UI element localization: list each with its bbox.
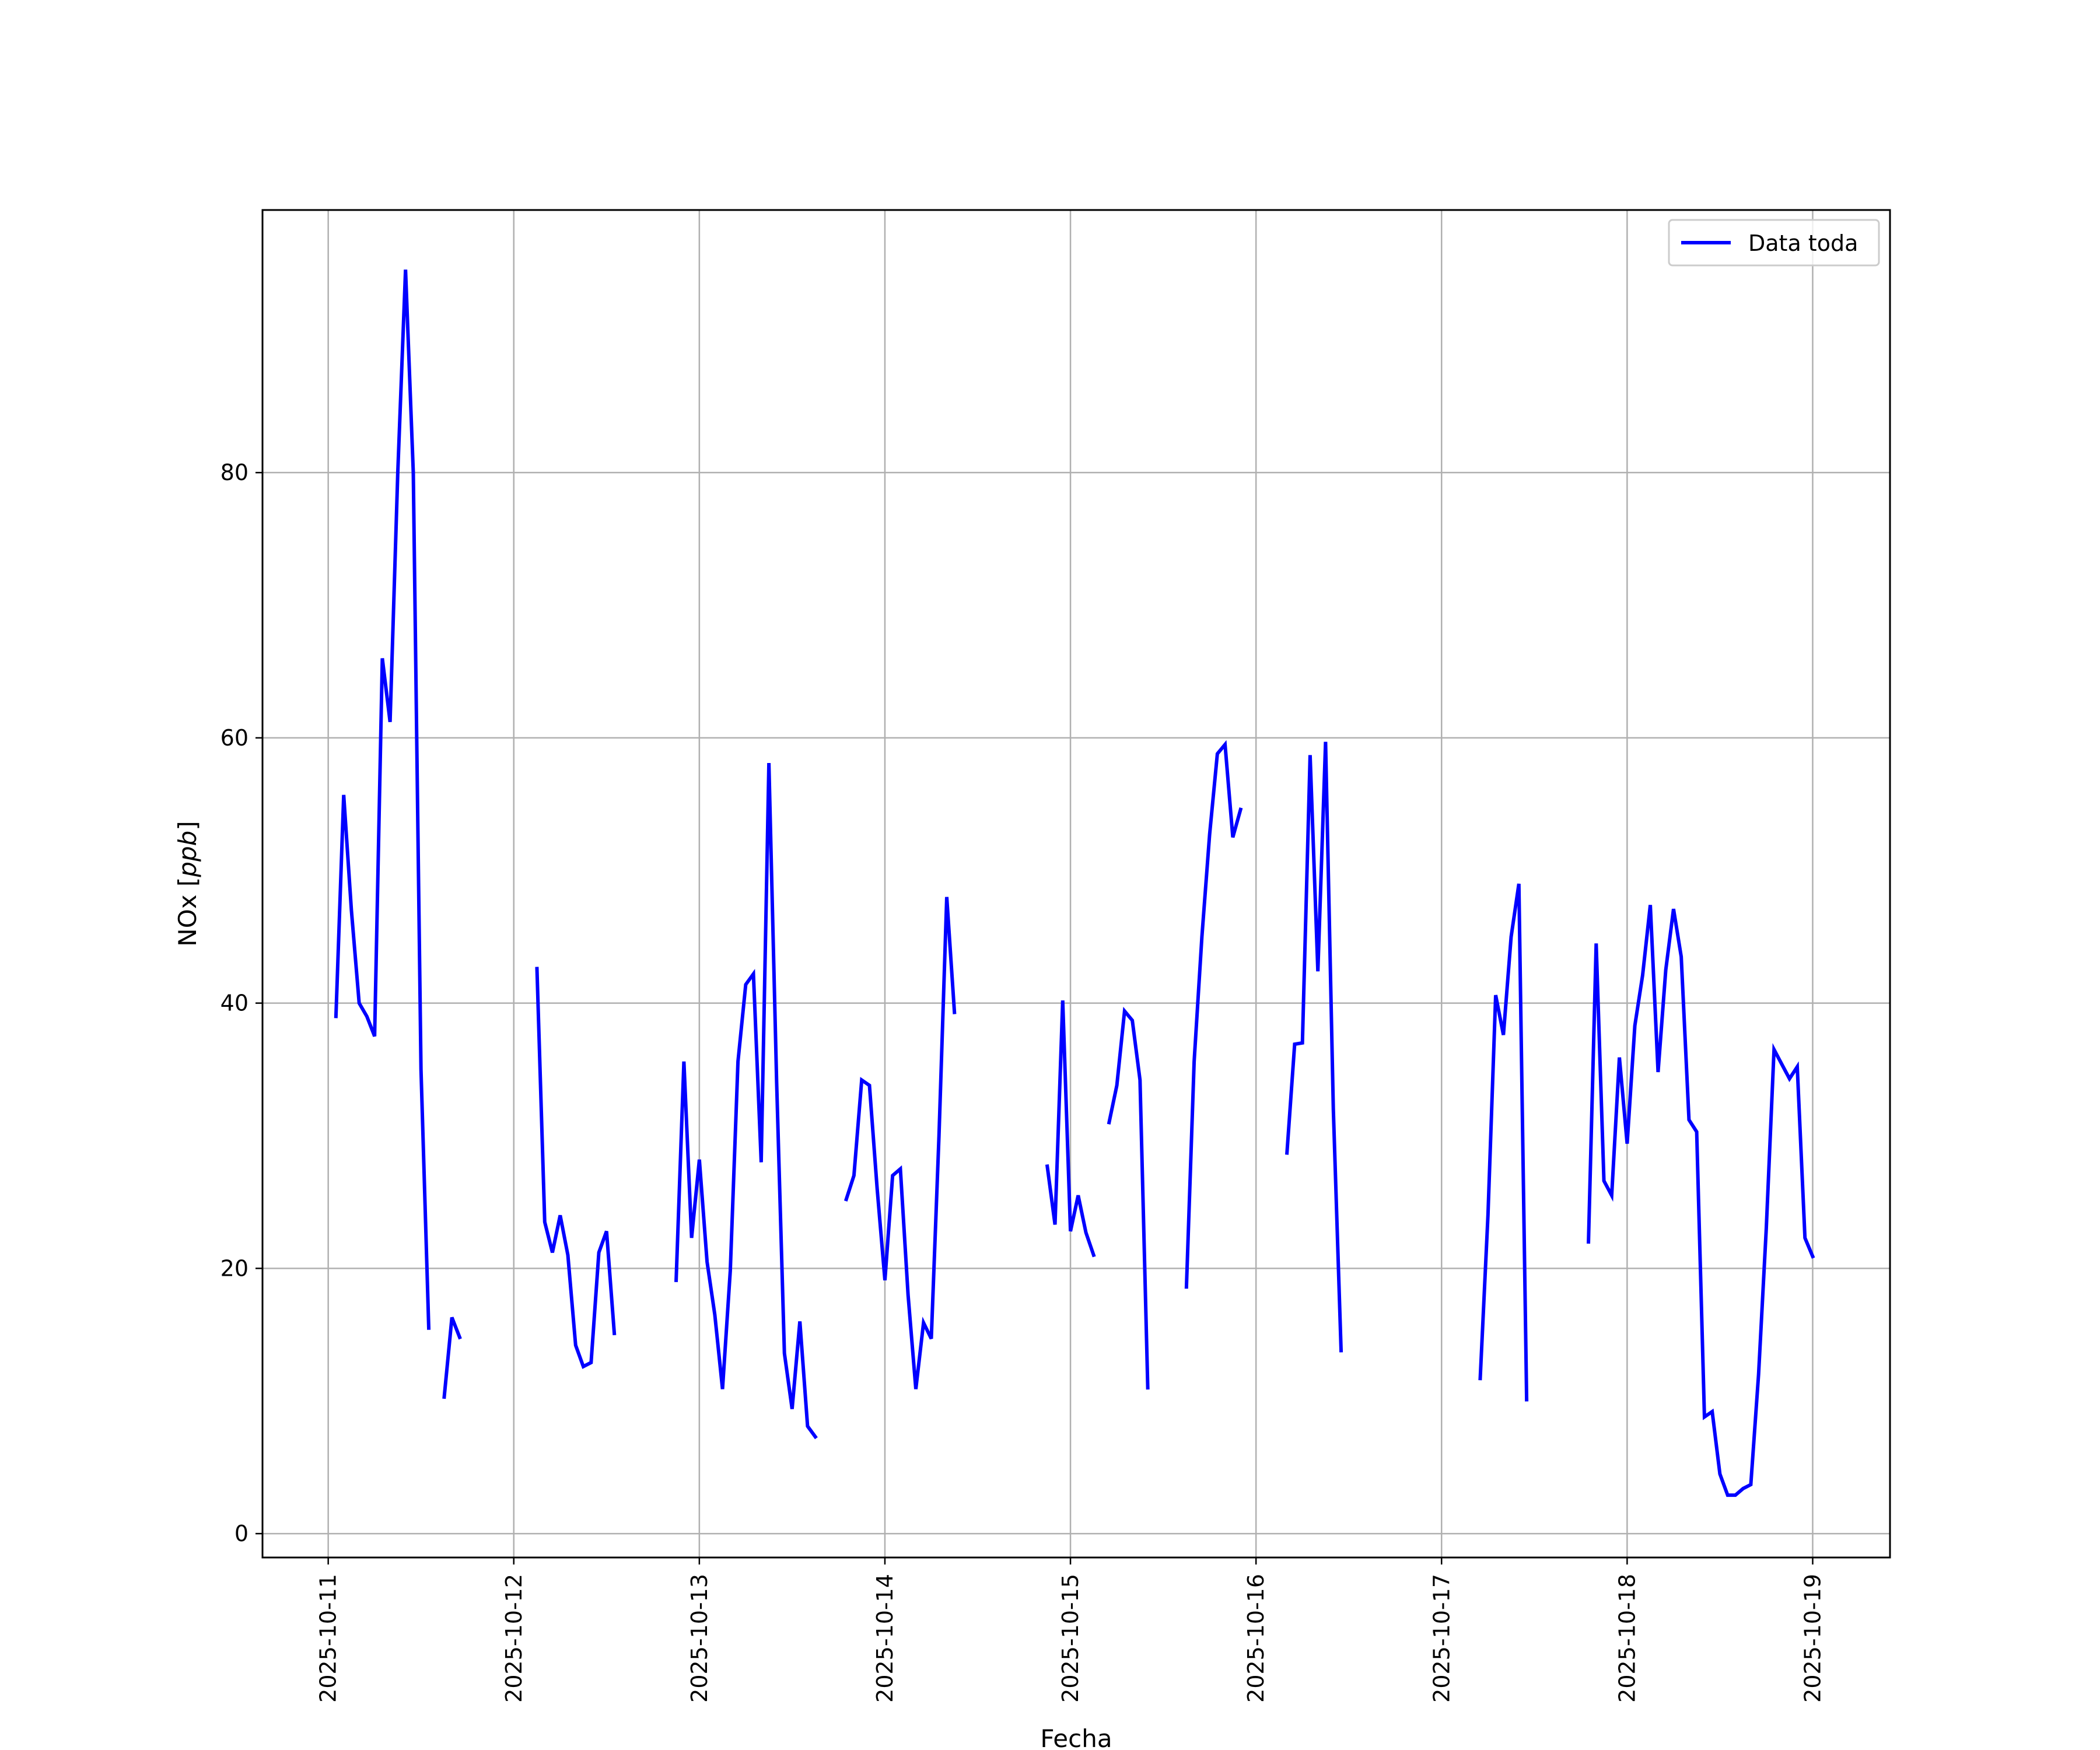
series-line-segment <box>1587 905 1815 1497</box>
series-line-segment <box>334 270 431 1330</box>
y-axis-label: NOx [ppb] <box>173 821 202 946</box>
legend: Data toda <box>1668 219 1880 267</box>
series-line-segment <box>1478 883 1529 1402</box>
y-tick-label: 0 <box>235 1521 249 1546</box>
series-line-segment <box>674 763 818 1440</box>
x-tick-label: 2025-10-19 <box>1800 1574 1825 1703</box>
x-tick-label: 2025-10-13 <box>687 1574 712 1703</box>
x-tick-label: 2025-10-16 <box>1243 1574 1269 1703</box>
x-tick-label: 2025-10-17 <box>1429 1574 1454 1703</box>
legend-label: Data toda <box>1748 230 1858 256</box>
series-line-segment <box>535 967 617 1369</box>
x-tick-label: 2025-10-18 <box>1614 1574 1640 1703</box>
data-lines <box>334 270 1815 1497</box>
ticks: 2025-10-11 2025-10-12 2025-10-13 2025-10-14… <box>220 460 1826 1703</box>
x-tick-label: 2025-10-11 <box>316 1574 341 1703</box>
series-line-segment <box>1107 1006 1150 1390</box>
series-line-segment <box>1184 740 1243 1289</box>
x-tick-label: 2025-10-15 <box>1058 1574 1083 1703</box>
y-tick-label: 60 <box>220 725 249 751</box>
series-line-segment <box>844 897 957 1390</box>
y-tick-label: 80 <box>220 460 249 485</box>
axes-frame <box>261 209 1891 1559</box>
series-line-segment <box>1045 1000 1096 1258</box>
grid <box>262 210 1890 1558</box>
x-tick-label: 2025-10-14 <box>872 1574 898 1703</box>
y-tick-label: 40 <box>220 991 249 1016</box>
series-line-segment <box>442 1317 462 1399</box>
series-line-segment <box>1284 741 1343 1353</box>
y-tick-label: 20 <box>220 1255 249 1281</box>
x-axis-label: Fecha <box>1040 1724 1112 1750</box>
legend-box <box>1668 219 1880 267</box>
x-tick-label: 2025-10-12 <box>501 1574 527 1703</box>
